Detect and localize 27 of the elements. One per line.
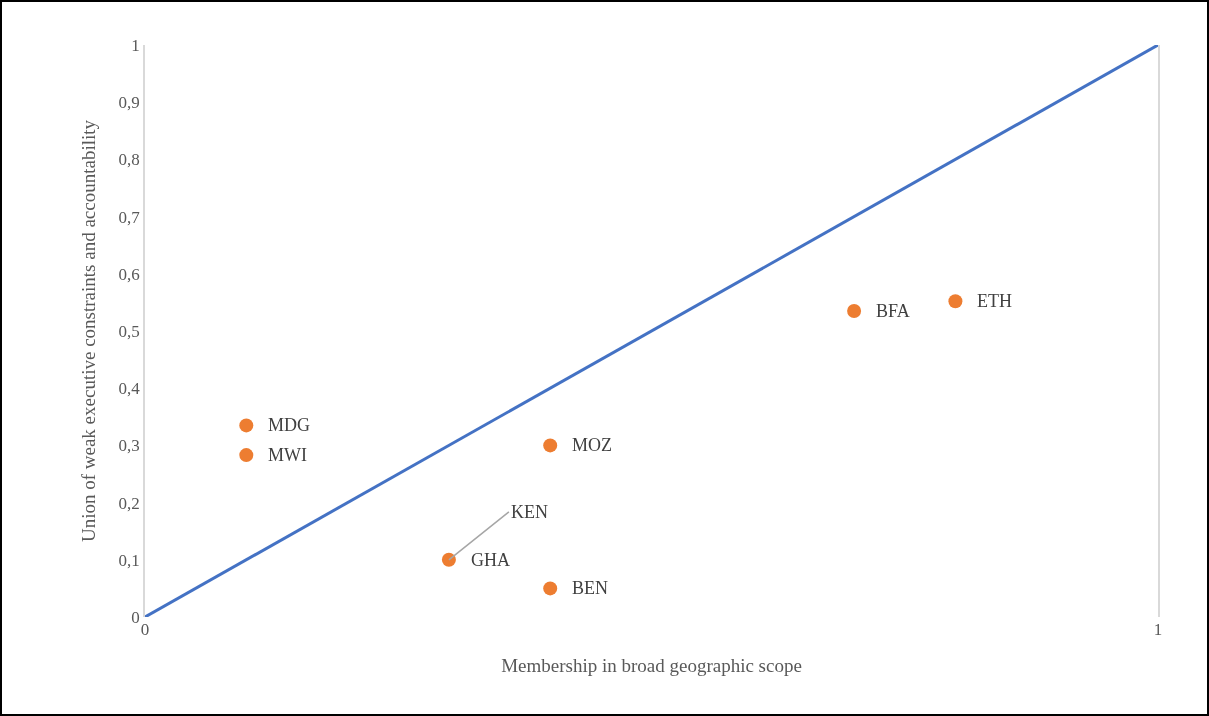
annotation: ETH [977,291,1012,311]
annotation: KEN [511,502,548,522]
y-tick-label: 0,5 [118,321,140,341]
annotation: BEN [572,578,608,598]
y-axis-title: Union of weak executive constraints and accountability [77,119,99,543]
y-tick-label: 0,8 [118,150,140,170]
x-axis-title: Membership in broad geographic scope [501,654,802,676]
point [948,294,963,309]
y-tick-label: 0,1 [118,550,140,570]
y-tick-label: 0,6 [118,264,140,284]
annotation: GHA [471,550,510,570]
y-tick-label: 0,2 [118,493,140,513]
y-tick-label: 1 [131,35,140,55]
annotation: BFA [876,301,910,321]
y-tick-label: 0,7 [118,207,141,227]
y-tick-label: 0,4 [118,379,141,399]
point [441,552,456,567]
annotation: MOZ [572,435,612,455]
point [239,418,254,433]
point [543,581,558,596]
point [543,438,558,453]
point [847,303,862,318]
annotation: MDG [268,415,311,435]
y-tick-label: 0,3 [118,436,140,456]
annotation: MWI [268,445,307,465]
y-tick-label: 0,9 [118,93,140,113]
point [239,448,254,463]
